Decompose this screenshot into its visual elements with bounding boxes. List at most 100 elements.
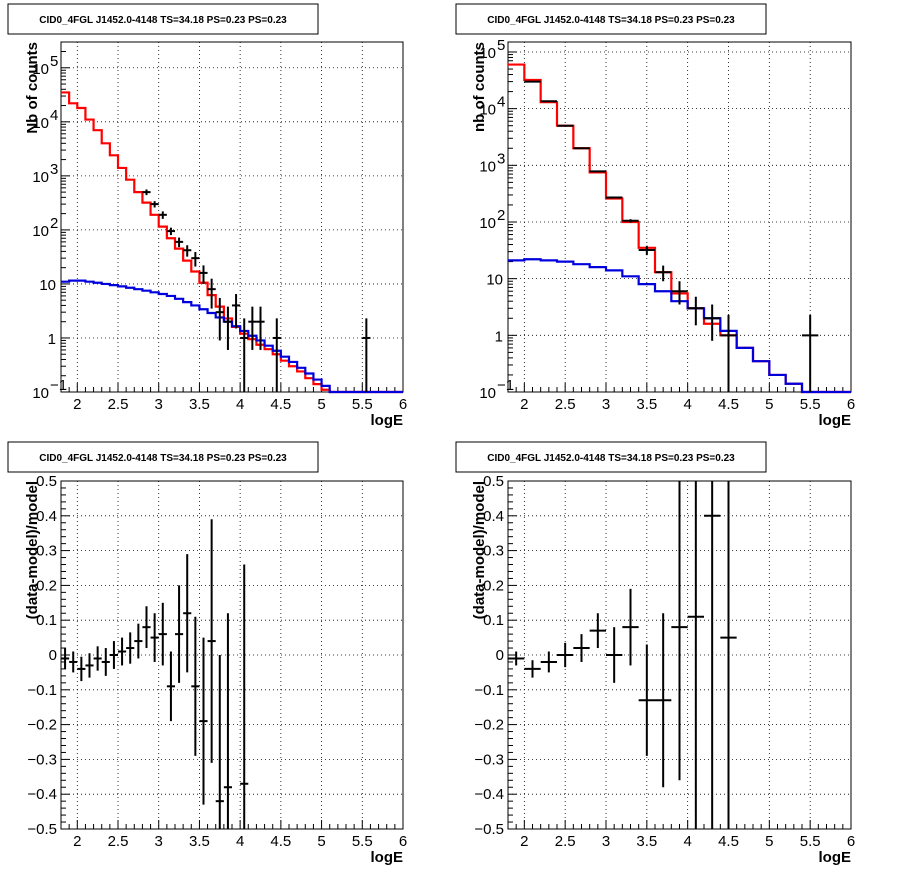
y-tick-label: 10 bbox=[486, 272, 503, 289]
y-tick-label: 0 bbox=[49, 647, 57, 664]
data-point bbox=[215, 297, 224, 341]
series-step-2 bbox=[508, 258, 851, 394]
series-step-1 bbox=[61, 91, 403, 394]
y-tick-label: 1 bbox=[48, 331, 56, 348]
chart-title: CID0_4FGL J1452.0-4148 TS=34.18 PS=0.23 … bbox=[487, 453, 735, 464]
y-tick-label: 0.1 bbox=[483, 612, 504, 629]
x-tick-label: 6 bbox=[399, 396, 407, 413]
y-tick-label: 10 bbox=[39, 277, 56, 294]
residual-point bbox=[606, 627, 623, 683]
residual-point bbox=[540, 651, 557, 673]
residual-point bbox=[589, 613, 606, 649]
residual-point bbox=[687, 481, 704, 829]
data-point bbox=[223, 306, 232, 350]
plot-frame bbox=[507, 41, 852, 393]
data-point bbox=[166, 227, 175, 236]
x-axis-label: logE bbox=[371, 849, 404, 866]
y-tick-exponent: 4 bbox=[497, 94, 505, 111]
data-point bbox=[183, 245, 192, 257]
residual-point bbox=[150, 613, 159, 662]
y-tick-label: 10 bbox=[479, 215, 496, 232]
data-point bbox=[802, 314, 819, 392]
chart-title-box bbox=[455, 3, 767, 35]
data-point bbox=[720, 314, 737, 392]
x-tick-label: 5 bbox=[317, 396, 325, 413]
residual-point bbox=[142, 606, 151, 649]
x-tick-label: 6 bbox=[847, 833, 855, 850]
y-tick-label: 10 bbox=[32, 61, 49, 78]
y-tick-exponent: 3 bbox=[497, 150, 505, 167]
y-axis-label: nb of counts bbox=[471, 42, 488, 132]
x-tick-label: 3 bbox=[155, 833, 163, 850]
y-tick-label: 10 bbox=[479, 102, 496, 119]
x-tick-label: 3.5 bbox=[189, 833, 210, 850]
chart-title-box bbox=[7, 441, 319, 473]
y-tick-label: −0.5 bbox=[474, 821, 504, 838]
chart-title: CID0_4FGL J1452.0-4148 TS=34.18 PS=0.23 … bbox=[39, 453, 287, 464]
residual-point bbox=[101, 648, 110, 676]
y-tick-label: 0.5 bbox=[483, 473, 504, 490]
data-point bbox=[199, 265, 208, 284]
plot-frame bbox=[60, 41, 404, 393]
x-tick-label: 3.5 bbox=[189, 396, 210, 413]
x-tick-label: 2 bbox=[73, 833, 81, 850]
residual-point bbox=[240, 564, 249, 829]
x-tick-label: 2.5 bbox=[555, 396, 576, 413]
y-tick-label: 10 bbox=[32, 169, 49, 186]
residual-point bbox=[671, 481, 688, 781]
residual-point bbox=[622, 588, 639, 666]
y-tick-label: 0.1 bbox=[36, 612, 57, 629]
x-tick-label: 4.5 bbox=[270, 833, 291, 850]
x-tick-label: 3 bbox=[602, 396, 610, 413]
data-point bbox=[191, 251, 200, 267]
x-tick-label: 3 bbox=[602, 833, 610, 850]
x-tick-label: 2.5 bbox=[108, 396, 129, 413]
y-tick-label: 10 bbox=[32, 385, 49, 402]
residual-point bbox=[69, 651, 78, 673]
y-tick-exponent: 2 bbox=[50, 215, 58, 232]
x-tick-label: 5 bbox=[317, 833, 325, 850]
y-tick-label: 10 bbox=[32, 223, 49, 240]
x-tick-label: 4.5 bbox=[718, 833, 739, 850]
y-axis-label: (data-model)/model bbox=[24, 481, 41, 619]
data-point bbox=[207, 278, 216, 309]
y-tick-label: 0.4 bbox=[483, 508, 504, 525]
chart-title-box bbox=[455, 441, 767, 473]
residual-point bbox=[191, 616, 200, 756]
residual-point bbox=[109, 641, 118, 669]
y-tick-label: 10 bbox=[479, 45, 496, 62]
residual-point bbox=[158, 602, 167, 666]
x-tick-label: 6 bbox=[399, 833, 407, 850]
chart-panel-4: CID0_4FGL J1452.0-4148 TS=34.18 PS=0.23 … bbox=[455, 441, 855, 866]
x-axis-label: logE bbox=[819, 849, 852, 866]
y-axis-label: (data-model)/model bbox=[471, 481, 488, 619]
data-point bbox=[175, 237, 184, 248]
y-tick-exponent: 5 bbox=[497, 37, 505, 54]
data-point bbox=[248, 306, 257, 350]
y-tick-exponent: −1 bbox=[497, 377, 514, 394]
y-tick-label: 0.2 bbox=[36, 577, 57, 594]
data-point bbox=[655, 265, 672, 282]
residual-point bbox=[638, 644, 655, 756]
chart-title: CID0_4FGL J1452.0-4148 TS=34.18 PS=0.23 … bbox=[487, 15, 735, 26]
data-point bbox=[362, 318, 371, 392]
x-tick-label: 5 bbox=[765, 396, 773, 413]
residual-point bbox=[134, 623, 143, 659]
x-tick-label: 4 bbox=[236, 833, 244, 850]
y-tick-label: 10 bbox=[32, 115, 49, 132]
y-tick-label: −0.2 bbox=[474, 717, 504, 734]
x-tick-label: 2 bbox=[520, 396, 528, 413]
y-tick-label: −0.4 bbox=[474, 786, 504, 803]
data-point bbox=[150, 201, 159, 208]
y-tick-label: 10 bbox=[479, 385, 496, 402]
residual-point bbox=[720, 481, 737, 829]
x-tick-label: 2 bbox=[73, 396, 81, 413]
x-tick-label: 3.5 bbox=[636, 833, 657, 850]
data-point bbox=[638, 245, 655, 256]
residual-point bbox=[93, 646, 102, 671]
y-tick-label: −0.4 bbox=[27, 786, 57, 803]
y-tick-label: −0.1 bbox=[27, 682, 57, 699]
data-point bbox=[557, 124, 574, 127]
residual-point bbox=[118, 637, 127, 666]
residual-point bbox=[704, 481, 721, 829]
